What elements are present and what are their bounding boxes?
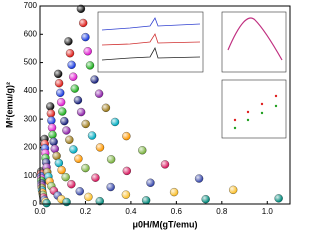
point-highlight [74, 154, 83, 163]
inset-dot [274, 104, 278, 108]
y-tick-label: 300 [24, 114, 38, 123]
inset-line [101, 17, 201, 31]
point-highlight [161, 160, 169, 169]
point-highlight [76, 4, 85, 13]
point-highlight [122, 166, 131, 175]
point-highlight [107, 155, 116, 164]
point-highlight [60, 117, 69, 126]
point-highlight [67, 60, 76, 69]
x-tick-label: 1.0 [262, 207, 274, 216]
y-tick-label: 0 [33, 199, 38, 208]
inset-dot [274, 94, 278, 98]
point-highlight [49, 137, 58, 146]
point-highlight [138, 146, 147, 155]
point-highlight [274, 194, 283, 203]
point-highlight [62, 126, 71, 135]
y-tick-label: 500 [24, 58, 38, 67]
plot-frame [39, 5, 291, 205]
point-highlight [81, 119, 90, 128]
point-highlight [57, 166, 66, 175]
inset-dot [260, 111, 264, 115]
point-highlight [69, 72, 78, 81]
point-highlight [91, 173, 100, 182]
point-highlight [201, 195, 210, 204]
point-highlight [64, 37, 73, 46]
point-highlight [96, 143, 104, 152]
point-highlight [95, 197, 104, 206]
point-highlight [55, 79, 64, 88]
y-tick-label: 700 [24, 1, 38, 10]
inset-frame [221, 79, 287, 139]
point-highlight [58, 107, 67, 116]
point-highlight [83, 47, 92, 56]
point-highlight [111, 117, 119, 126]
inset-dot [246, 118, 250, 122]
point-highlight [66, 49, 74, 58]
inset-xps [97, 11, 204, 73]
point-highlight [54, 69, 63, 78]
x-tick-label: 0.6 [171, 207, 183, 216]
point-highlight [47, 116, 56, 125]
point-highlight [81, 164, 90, 173]
point-highlight [61, 173, 70, 182]
y-tick-label: 100 [24, 171, 38, 180]
point-highlight [121, 190, 130, 199]
point-highlight [48, 123, 57, 132]
point-highlight [46, 109, 55, 118]
point-highlight [86, 61, 94, 70]
point-highlight [122, 132, 131, 141]
x-tick-label: 0.2 [80, 207, 92, 216]
point-highlight [142, 196, 151, 205]
point-highlight [57, 98, 66, 107]
y-axis-title: M²(emu/g)² [4, 82, 14, 128]
point-highlight [48, 130, 57, 139]
point-highlight [69, 145, 78, 154]
point-highlight [46, 102, 55, 111]
inset-dot [233, 126, 237, 130]
point-highlight [75, 187, 84, 196]
x-axis-title: μ0H/M(gT/emu) [132, 219, 197, 229]
point-highlight [81, 33, 90, 42]
point-highlight [42, 199, 51, 208]
point-highlight [229, 185, 238, 194]
point-highlight [90, 75, 99, 84]
inset-line [101, 33, 201, 46]
x-tick-label: 0.4 [125, 207, 137, 216]
y-tick-label: 200 [24, 143, 38, 152]
point-highlight [77, 108, 86, 117]
inset-dot [260, 102, 264, 106]
point-highlight [88, 131, 97, 140]
point-highlight [79, 18, 88, 27]
point-highlight [70, 84, 79, 93]
point-highlight [52, 151, 61, 160]
point-highlight [54, 158, 63, 167]
point-highlight [56, 88, 65, 97]
point-highlight [50, 144, 59, 153]
point-highlight [170, 188, 179, 197]
point-highlight [146, 178, 155, 187]
x-tick-label: 0.8 [216, 207, 228, 216]
y-tick-label: 600 [24, 29, 38, 38]
inset-dot [246, 110, 250, 114]
x-tick-label: 0.0 [34, 207, 46, 216]
point-highlight [106, 183, 115, 192]
inset-frame [221, 11, 287, 73]
point-highlight [95, 89, 104, 98]
point-highlight [101, 103, 110, 112]
point-highlight [62, 198, 71, 207]
point-highlight [84, 192, 93, 201]
point-highlight [195, 174, 204, 183]
point-highlight [67, 180, 76, 189]
inset-dot [233, 118, 237, 122]
inset-line [227, 17, 283, 61]
y-tick-label: 400 [24, 86, 38, 95]
inset-line [101, 46, 201, 61]
inset-mt [221, 11, 287, 73]
chart: 0 100 200 300 400 500 600 700 0.0 0.2 0.4 0.6 0.8 1.0… [4, 1, 291, 229]
point-highlight [65, 135, 74, 144]
inset-dots [221, 79, 287, 139]
point-highlight [73, 96, 82, 105]
